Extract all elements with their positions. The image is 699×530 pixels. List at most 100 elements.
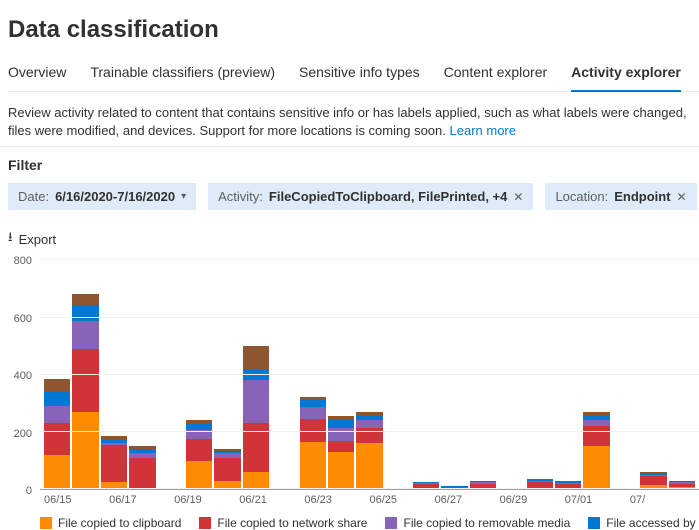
chart-bar[interactable] [72,294,98,490]
chart-segment [44,406,70,423]
chart-bar[interactable] [214,449,240,489]
chart-bar[interactable] [356,412,382,490]
chart-bar[interactable] [328,416,354,489]
chart-segment [583,446,609,489]
chart-segment [186,423,212,430]
tab-bar: Overview Trainable classifiers (preview) S… [8,58,699,92]
divider [0,146,699,147]
chart-bar[interactable] [583,412,609,490]
filter-location[interactable]: Location: Endpoint ✕ [545,183,696,210]
legend-label: File copied to removable media [403,516,570,530]
x-tick-label: 07/01 [565,494,630,506]
legend-item[interactable]: File accessed by unallowed app [588,516,699,530]
chart-segment [44,392,70,406]
x-tick-label: 06/23 [304,494,369,506]
chart-segment [72,321,98,348]
chart-segment [101,445,127,482]
legend-label: File copied to network share [217,516,367,530]
filter-location-value: Endpoint [614,189,670,204]
legend-swatch [40,517,52,529]
chart-segment [44,455,70,490]
chart-segment [356,420,382,427]
legend-swatch [588,517,600,529]
y-tick-label: 400 [14,370,32,382]
y-tick-label: 0 [26,485,32,497]
filter-heading: Filter [8,157,699,173]
chart-segment [356,428,382,444]
export-button[interactable]: ⭳ Export [8,228,56,250]
chart-bar[interactable] [129,446,155,489]
chart-bar[interactable] [300,397,326,489]
filter-row: Date: 6/16/2020-7/16/2020 ▾ Activity: Fi… [8,183,699,210]
description-text: Review activity related to content that … [8,105,687,138]
gridline [40,431,699,432]
filter-date-value: 6/16/2020-7/16/2020 [55,189,175,204]
x-tick-label: 06/27 [435,494,500,506]
chart-segment [640,476,666,485]
filter-date-key: Date: [18,189,49,204]
filter-activity-key: Activity: [218,189,263,204]
legend-swatch [199,517,211,529]
tab-content-explorer[interactable]: Content explorer [444,58,548,92]
filter-location-key: Location: [555,189,608,204]
x-tick-label: 07/ [630,494,695,506]
legend-item[interactable]: File copied to removable media [385,516,570,530]
chart-segment [328,428,354,441]
legend-item[interactable]: File copied to network share [199,516,367,530]
chart-segment [72,305,98,321]
legend-label: File copied to clipboard [58,516,181,530]
clear-icon[interactable]: ✕ [513,190,523,204]
filter-activity-value: FileCopiedToClipboard, FilePrinted, +4 [269,189,507,204]
chart-bar[interactable] [101,436,127,489]
chart-segment [583,426,609,446]
x-tick-label: 06/25 [369,494,434,506]
chart-segment [186,461,212,490]
chart-segment [186,439,212,461]
chart-segment [328,452,354,489]
chart-segment [243,346,269,369]
legend-label: File accessed by unallowed app [606,516,699,530]
tab-sensitive-info-types[interactable]: Sensitive info types [299,58,420,92]
download-icon: ⭳ [8,228,13,250]
x-tick-label: 06/29 [500,494,565,506]
legend-item[interactable]: File copied to clipboard [40,516,181,530]
clear-icon[interactable]: ✕ [677,190,687,204]
chart-segment [328,441,354,453]
chart-segment [129,458,155,490]
export-label: Export [19,232,57,247]
chart-segment [356,443,382,489]
x-tick-label: 06/21 [239,494,304,506]
chart-segment [72,349,98,412]
chart-bar[interactable] [44,379,70,490]
legend-swatch [385,517,397,529]
learn-more-link[interactable]: Learn more [450,123,516,138]
page-description: Review activity related to content that … [8,104,699,140]
gridline [40,374,699,375]
x-tick-label: 06/19 [174,494,239,506]
chart-segment [300,442,326,489]
x-tick-label: 06/17 [109,494,174,506]
x-axis: 06/1506/1706/1906/2106/2306/2506/2706/29… [40,490,699,506]
x-tick-label: 06/15 [44,494,109,506]
chart-segment [328,419,354,428]
y-tick-label: 800 [14,255,32,267]
gridline [40,259,699,260]
chart-bar[interactable] [243,346,269,490]
chart-bar[interactable] [640,472,666,489]
y-axis: 0200400600800 [8,260,36,490]
tab-activity-explorer[interactable]: Activity explorer [571,58,681,92]
y-tick-label: 600 [14,313,32,325]
tab-trainable-classifiers-preview-[interactable]: Trainable classifiers (preview) [90,58,275,92]
gridline [40,317,699,318]
chart-legend: File copied to clipboard File copied to n… [40,516,699,530]
activity-chart: 0200400600800 06/1506/1706/1906/2106/230… [8,260,699,530]
y-tick-label: 200 [14,428,32,440]
chart-segment [243,380,269,423]
filter-activity[interactable]: Activity: FileCopiedToClipboard, FilePri… [208,183,533,210]
filter-date[interactable]: Date: 6/16/2020-7/16/2020 ▾ [8,183,196,210]
chevron-down-icon: ▾ [181,191,186,202]
chart-segment [300,407,326,419]
chart-plot-area [40,260,699,490]
chart-segment [243,472,269,489]
tab-overview[interactable]: Overview [8,58,66,92]
